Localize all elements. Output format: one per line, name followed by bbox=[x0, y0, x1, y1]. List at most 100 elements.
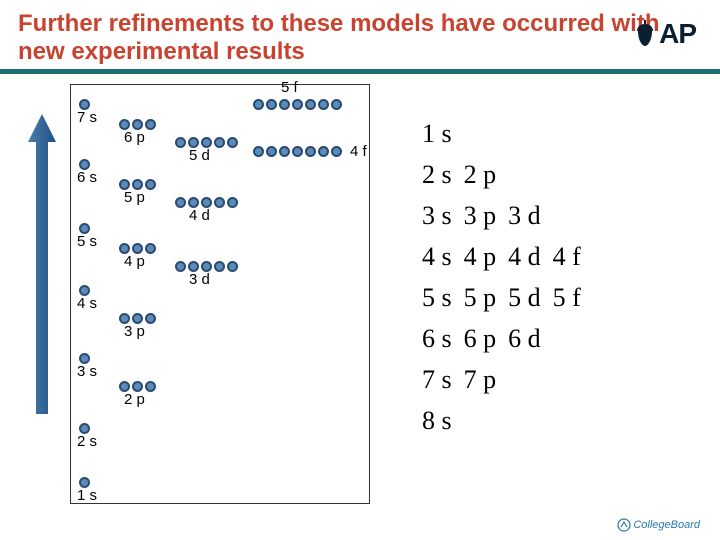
aufbau-cell: 3 p bbox=[464, 196, 507, 235]
aufbau-row: 7 s7 p bbox=[422, 360, 591, 399]
aufbau-cell: 7 s bbox=[422, 360, 462, 399]
orbital-circle bbox=[253, 146, 264, 157]
ap-logo-text: AP bbox=[659, 18, 696, 50]
orbital-5s: 5 s bbox=[79, 223, 92, 234]
aufbau-row: 4 s4 p4 d4 f bbox=[422, 237, 591, 276]
orbital-circle bbox=[253, 99, 264, 110]
aufbau-cell bbox=[508, 401, 551, 440]
orbital-label: 4 f bbox=[350, 143, 367, 160]
orbital-circle bbox=[305, 146, 316, 157]
orbital-circle bbox=[318, 99, 329, 110]
aufbau-cell bbox=[508, 114, 551, 153]
aufbau-row: 1 s bbox=[422, 114, 591, 153]
orbital-circle bbox=[214, 261, 225, 272]
aufbau-cell: 2 p bbox=[464, 155, 507, 194]
aufbau-cell: 7 p bbox=[464, 360, 507, 399]
orbital-circle bbox=[331, 99, 342, 110]
aufbau-cell: 5 d bbox=[508, 278, 551, 317]
orbital-label: 4 d bbox=[189, 207, 210, 224]
orbital-4p: 4 p bbox=[119, 243, 158, 254]
orbital-label: 3 s bbox=[77, 363, 97, 380]
aufbau-cell: 3 s bbox=[422, 196, 462, 235]
orbital-label: 6 s bbox=[77, 169, 97, 186]
aufbau-cell bbox=[464, 401, 507, 440]
collegeboard-icon bbox=[617, 518, 631, 532]
orbital-circle bbox=[145, 313, 156, 324]
content-area: 7 s6 p5 d5 f6 s5 p4 d4 f5 s4 p3 d4 s3 p3… bbox=[0, 74, 720, 534]
orbital-circle bbox=[266, 146, 277, 157]
ap-logo: AP bbox=[633, 18, 696, 50]
orbital-label: 3 d bbox=[189, 271, 210, 288]
orbital-4s: 4 s bbox=[79, 285, 92, 296]
orbital-7s: 7 s bbox=[79, 99, 92, 110]
aufbau-cell bbox=[508, 360, 551, 399]
aufbau-cell bbox=[553, 196, 591, 235]
orbital-label: 5 d bbox=[189, 147, 210, 164]
orbital-4f: 4 f bbox=[253, 143, 367, 160]
aufbau-cell: 5 p bbox=[464, 278, 507, 317]
acorn-icon bbox=[633, 20, 657, 48]
orbital-3p: 3 p bbox=[119, 313, 158, 324]
page-title: Further refinements to these models have… bbox=[0, 0, 720, 69]
orbital-circle bbox=[266, 99, 277, 110]
orbital-3s: 3 s bbox=[79, 353, 92, 364]
orbital-label: 4 s bbox=[77, 295, 97, 312]
aufbau-cell bbox=[508, 155, 551, 194]
aufbau-row: 5 s5 p5 d5 f bbox=[422, 278, 591, 317]
aufbau-cell: 8 s bbox=[422, 401, 462, 440]
orbital-circle bbox=[175, 261, 186, 272]
orbital-circle bbox=[305, 99, 316, 110]
aufbau-cell: 6 p bbox=[464, 319, 507, 358]
aufbau-row: 2 s2 p bbox=[422, 155, 591, 194]
orbital-circle bbox=[279, 99, 290, 110]
orbital-label: 1 s bbox=[77, 487, 97, 504]
aufbau-cell bbox=[553, 319, 591, 358]
collegeboard-text: CollegeBoard bbox=[633, 519, 700, 531]
orbital-circle bbox=[145, 243, 156, 254]
orbital-circle bbox=[214, 137, 225, 148]
aufbau-table: 1 s2 s2 p3 s3 p3 d4 s4 p4 d4 f5 s5 p5 d5… bbox=[420, 112, 593, 442]
aufbau-row: 6 s6 p6 d bbox=[422, 319, 591, 358]
orbital-circle bbox=[227, 197, 238, 208]
aufbau-row: 3 s3 p3 d bbox=[422, 196, 591, 235]
orbital-circle bbox=[175, 197, 186, 208]
aufbau-cell bbox=[553, 401, 591, 440]
energy-level-diagram: 7 s6 p5 d5 f6 s5 p4 d4 f5 s4 p3 d4 s3 p3… bbox=[70, 84, 370, 504]
orbital-5p: 5 p bbox=[119, 179, 158, 190]
orbital-4d: 4 d bbox=[175, 197, 240, 208]
orbital-label: 2 p bbox=[124, 391, 145, 408]
aufbau-cell: 4 d bbox=[508, 237, 551, 276]
aufbau-cell: 3 d bbox=[508, 196, 551, 235]
orbital-label: 2 s bbox=[77, 433, 97, 450]
aufbau-cell: 5 s bbox=[422, 278, 462, 317]
aufbau-cell: 6 d bbox=[508, 319, 551, 358]
orbital-5f: 5 f bbox=[253, 99, 344, 110]
orbital-circle bbox=[175, 137, 186, 148]
aufbau-row: 8 s bbox=[422, 401, 591, 440]
orbital-label: 6 p bbox=[124, 129, 145, 146]
aufbau-cell: 2 s bbox=[422, 155, 462, 194]
aufbau-cell bbox=[553, 360, 591, 399]
orbital-6p: 6 p bbox=[119, 119, 158, 130]
orbital-circle bbox=[214, 197, 225, 208]
orbital-circle bbox=[145, 179, 156, 190]
orbital-label: 4 p bbox=[124, 253, 145, 270]
energy-arrow bbox=[28, 114, 56, 414]
orbital-circle bbox=[292, 146, 303, 157]
orbital-circle bbox=[227, 261, 238, 272]
orbital-2s: 2 s bbox=[79, 423, 92, 434]
orbital-circle bbox=[331, 146, 342, 157]
orbital-6s: 6 s bbox=[79, 159, 92, 170]
orbital-circle bbox=[279, 146, 290, 157]
orbital-label: 7 s bbox=[77, 109, 97, 126]
aufbau-cell bbox=[464, 114, 507, 153]
collegeboard-logo: CollegeBoard bbox=[617, 518, 700, 532]
aufbau-cell: 5 f bbox=[553, 278, 591, 317]
orbital-label: 5 p bbox=[124, 189, 145, 206]
orbital-label: 5 s bbox=[77, 233, 97, 250]
orbital-5d: 5 d bbox=[175, 137, 240, 148]
orbital-label: 3 p bbox=[124, 323, 145, 340]
aufbau-cell: 1 s bbox=[422, 114, 462, 153]
orbital-circle bbox=[145, 381, 156, 392]
orbital-circle bbox=[292, 99, 303, 110]
